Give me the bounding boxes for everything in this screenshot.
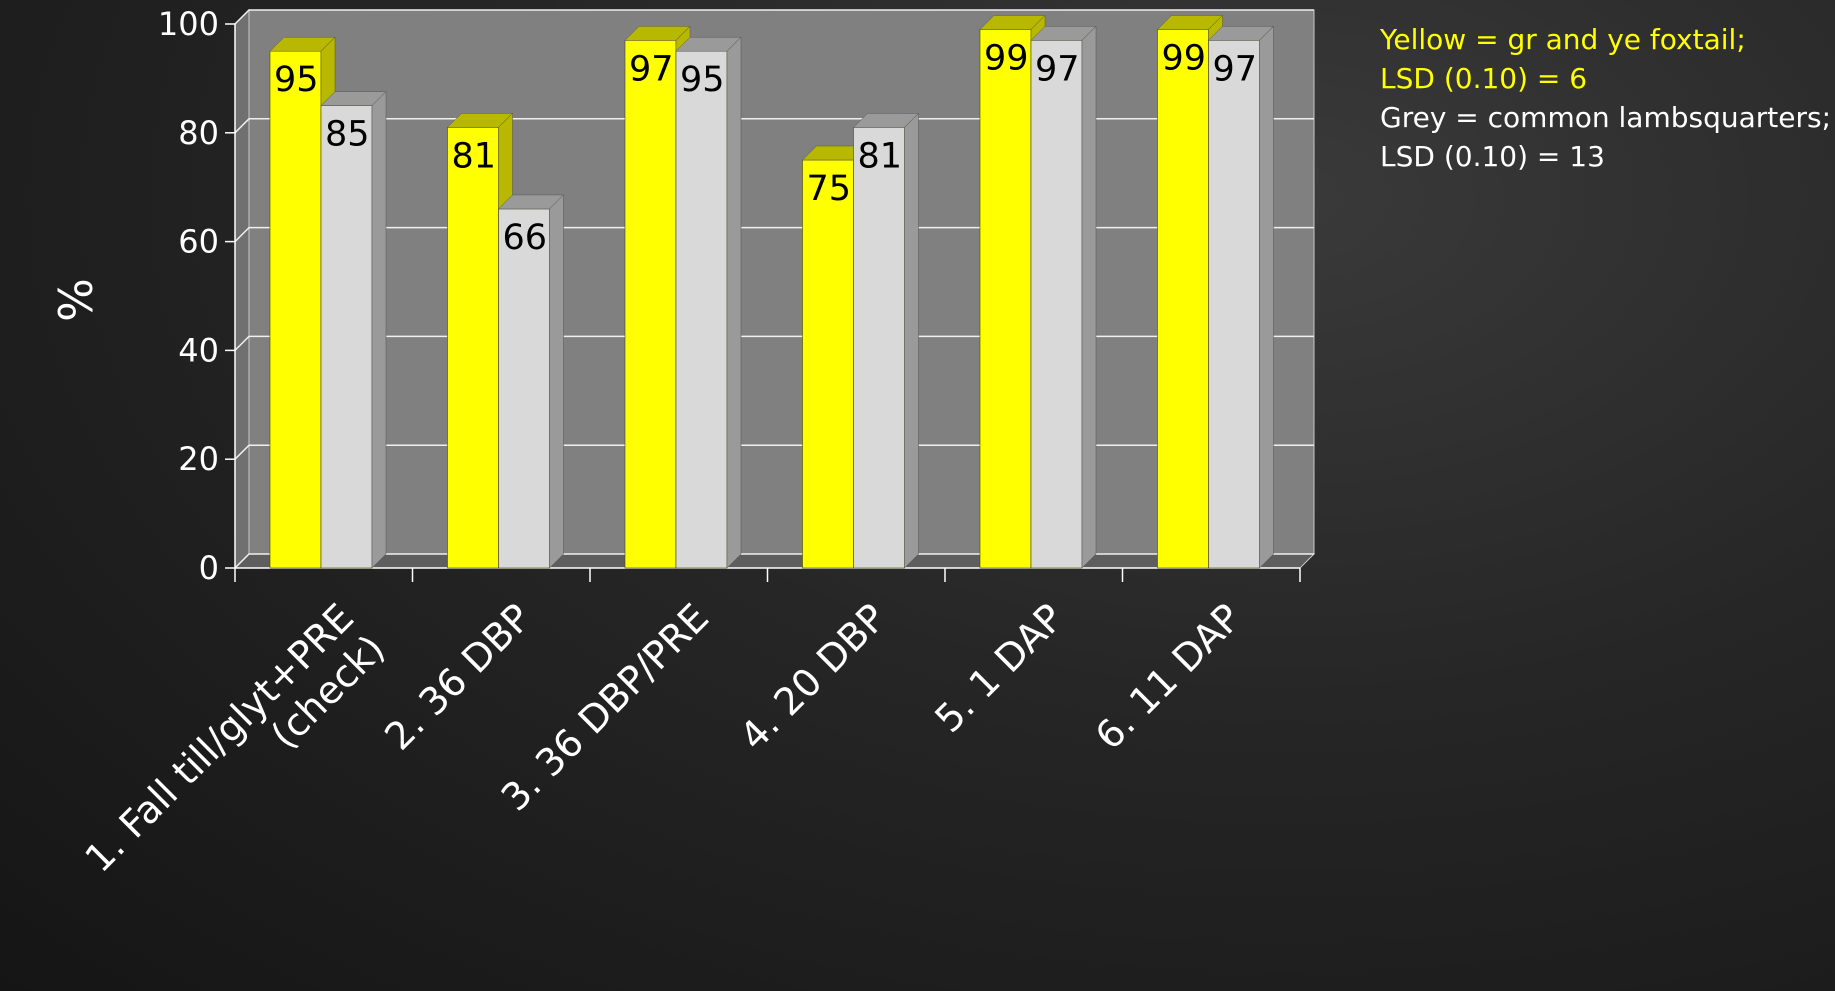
legend-yellow-line-2: LSD (0.10) = 6 — [1380, 62, 1588, 95]
bar-1-series-2 — [320, 90, 387, 569]
bar-front — [447, 127, 499, 569]
value-label-1-2: 85 — [325, 115, 370, 155]
x-category-label-2: 2. 36 DBP — [376, 595, 539, 758]
legend-yellow-line-1: Yellow = gr and ye foxtail; — [1380, 23, 1746, 56]
category-label-line: 2. 36 DBP — [376, 595, 539, 758]
category-label-line: 5. 1 DAP — [926, 595, 1072, 741]
y-tick-label: 60 — [178, 223, 219, 261]
y-tick-label: 20 — [178, 440, 219, 478]
bar-5-series-2 — [1030, 25, 1097, 569]
gridline — [234, 553, 1314, 569]
y-tick-label: 40 — [178, 331, 219, 369]
chart-back-wall — [233, 8, 1316, 570]
category-label-line: 1. Fall till/glyt+PRE — [77, 595, 363, 881]
bar-front — [675, 50, 728, 569]
bar-front — [1157, 29, 1209, 569]
x-category-label-5: 5. 1 DAP — [926, 595, 1072, 741]
bar-side — [904, 112, 919, 569]
bar-2-series-2 — [497, 194, 565, 569]
value-label-2-1: 81 — [452, 136, 497, 176]
bar-front — [1030, 40, 1083, 569]
side-wall — [234, 8, 250, 570]
bar-front — [320, 105, 373, 569]
legend-note: Yellow = gr and ye foxtail; LSD (0.10) =… — [1380, 20, 1831, 176]
value-label-3-2: 95 — [680, 60, 725, 100]
y-tick-label: 80 — [178, 114, 219, 152]
bar-front — [624, 40, 677, 569]
legend-grey-line-1: Grey = common lambsquarters; — [1380, 101, 1832, 134]
category-label-line: 4. 20 DBP — [731, 595, 894, 758]
bar-side — [1081, 25, 1097, 569]
y-tick-label: 100 — [158, 5, 219, 43]
floor — [233, 553, 1316, 569]
bar-front — [979, 29, 1032, 569]
value-label-4-1: 75 — [807, 169, 852, 209]
bar-4-series-2 — [852, 112, 920, 569]
bar-6-series-2 — [1207, 25, 1275, 569]
value-label-5-2: 97 — [1035, 49, 1080, 89]
gridlines — [234, 9, 1314, 569]
value-label-5-1: 99 — [984, 38, 1029, 78]
gridline — [234, 9, 1314, 25]
bar-front — [853, 127, 905, 569]
y-tick-label: 0 — [199, 549, 219, 587]
value-label-4-2: 81 — [858, 136, 903, 176]
bars — [269, 14, 1275, 569]
bar-side — [371, 90, 387, 569]
bar-front — [802, 159, 854, 569]
y-axis-label: % — [49, 278, 103, 322]
bar-side — [549, 194, 564, 569]
value-label-6-2: 97 — [1213, 49, 1258, 89]
category-label-line: 6. 11 DAP — [1087, 595, 1250, 758]
gridline — [234, 226, 1314, 243]
value-label-3-1: 97 — [629, 49, 674, 89]
gridline — [234, 118, 1314, 134]
bar-side — [726, 36, 742, 569]
x-category-label-1: 1. Fall till/glyt+PRE(check) — [77, 595, 394, 912]
bar-side — [1259, 25, 1274, 569]
gridline — [234, 335, 1314, 351]
legend-grey-line-2: LSD (0.10) = 13 — [1380, 140, 1605, 173]
value-label-6-1: 99 — [1162, 38, 1207, 78]
x-category-label-6: 6. 11 DAP — [1087, 595, 1250, 758]
bar-front — [498, 208, 550, 569]
value-label-2-2: 66 — [503, 218, 548, 258]
x-category-label-4: 4. 20 DBP — [731, 595, 894, 758]
back-wall — [248, 9, 1315, 555]
bar-front — [269, 50, 322, 569]
gridline — [234, 444, 1314, 460]
bar-front — [1208, 40, 1260, 569]
bar-3-series-2 — [675, 36, 742, 569]
value-label-1-1: 95 — [274, 60, 319, 100]
